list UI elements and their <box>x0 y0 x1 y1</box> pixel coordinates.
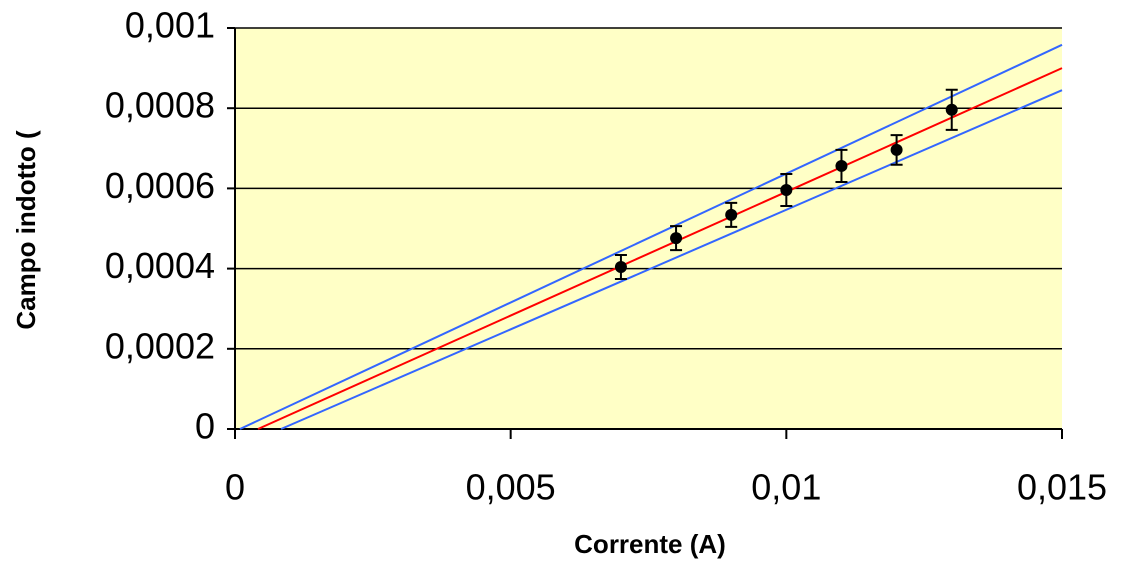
y-tick-label: 0,001 <box>125 5 215 46</box>
x-axis-title: Corrente (A) <box>574 529 726 559</box>
y-tick-label: 0,0008 <box>105 85 215 126</box>
x-tick-label: 0,005 <box>466 467 556 508</box>
data-point <box>725 208 738 221</box>
x-tick-label: 0,015 <box>1017 467 1107 508</box>
data-point <box>614 260 627 273</box>
fit-line <box>239 43 1063 430</box>
fit-line <box>280 89 1063 430</box>
x-tick-label: 0 <box>225 467 245 508</box>
y-tick-label: 0 <box>195 406 215 447</box>
data-point <box>670 232 683 245</box>
data-point <box>835 159 848 172</box>
y-tick-label: 0,0004 <box>105 245 215 286</box>
x-tick-label: 0,01 <box>751 467 821 508</box>
data-point <box>945 103 958 116</box>
y-tick-label: 0,0002 <box>105 325 215 366</box>
plot-area <box>235 28 1062 429</box>
y-axis-title: Campo indotto ( <box>11 130 41 330</box>
data-point <box>780 184 793 197</box>
fit-line <box>257 67 1063 430</box>
data-point <box>890 143 903 156</box>
y-tick-label: 0,0006 <box>105 165 215 206</box>
